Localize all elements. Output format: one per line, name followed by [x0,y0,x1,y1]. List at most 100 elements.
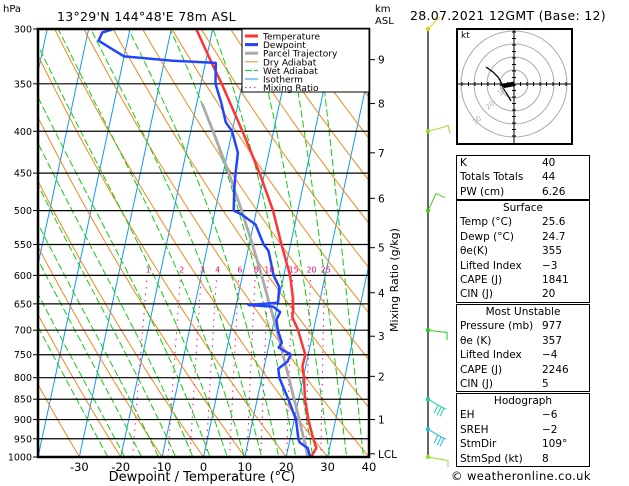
pressure-tick-label: 950 [14,434,32,445]
surface-box: Surface Temp (°C) 25.6 Dewp (°C) 24.7 θe(K) 35… [456,200,590,303]
indices-box: K 40 Totals Totals 44 PW (cm) 6.26 [456,155,590,201]
hodograph_stats-value: −6 [542,409,558,422]
legend-label: Temperature [262,33,320,43]
isotherm-line [38,29,90,267]
height-tick-label: 4 [378,288,385,300]
pressure-tick-label: 650 [14,299,32,310]
temperature-line [195,29,318,457]
mixing-ratio-label: 4 [215,265,220,274]
sounding-datetime: 28.07.2021 12GMT (Base: 12) [410,8,606,23]
mixing-ratio-label: 1 [146,265,151,274]
legend-label: Dry Adiabat [263,58,317,68]
surface-row: Lifted Index −3 [457,259,589,273]
indices-row: PW (cm) 6.26 [457,185,589,199]
temperature-tick-label: -20 [111,460,130,474]
pressure-tick-label: 500 [14,206,32,217]
hodograph_stats-row: StmSpd (kt) 8 [457,452,589,466]
most_unstable-row: θe (K) 357 [457,334,589,348]
hodograph_stats-label: EH [460,409,475,422]
dry-adiabat-line [38,54,287,457]
most_unstable-value: 5 [542,377,549,390]
surface-value: −3 [542,259,558,272]
indices-label: PW (cm) [460,185,505,198]
wind-barb [427,428,447,440]
surface-label: Dewp (°C) [460,230,514,243]
temperature-tick-label: -30 [70,460,89,474]
wind-level-dot [425,26,431,32]
pressure-tick-label: 850 [14,395,32,406]
surface-row: Temp (°C) 25.6 [457,215,589,229]
legend-label: Isotherm [263,76,303,86]
temperature-tick-label: 10 [238,460,253,474]
wet-adiabat-line [316,29,364,457]
wind-barb [427,192,446,211]
pressure-tick-label: 550 [14,240,32,251]
dry-adiabat-line [230,29,369,225]
most_unstable-value: −4 [542,349,558,362]
mixing-ratio-label: 20 [306,265,316,274]
surface-title: Surface [502,202,543,214]
mixing-ratio-label: 8 [254,265,259,274]
pressure-tick-label: 600 [14,271,32,282]
legend-box [241,28,370,93]
wet-adiabat-line [38,325,109,457]
isotherm-line [120,29,214,457]
height-unit-line1: km [375,4,391,15]
wind-barb-flag [436,407,442,416]
pressure-tick-label: 900 [14,415,32,426]
wind-barb-flag [439,408,445,417]
wet-adiabat-line [38,142,194,457]
hodograph-ring-label: 20 [484,100,496,112]
legend-label: Dewpoint [263,41,306,51]
wet-adiabat-line [38,258,143,457]
wind-level-dot [425,208,431,213]
mixing-ratio-line [167,275,182,457]
mixing-ratio-label: 6 [237,265,242,274]
most_unstable-row: Lifted Index −4 [457,348,589,362]
surface-row: Dewp (°C) 24.7 [457,230,589,244]
most_unstable-value: 2246 [542,363,569,376]
wind-level-dot [425,328,431,333]
height-unit-line2: ASL [375,16,394,27]
height-tick-label: 1 [378,415,385,427]
profile-series [97,29,318,457]
pressure-tick-label: 1000 [8,453,32,464]
isotherm-line [327,262,369,457]
height-tick-label: 2 [378,371,385,383]
mixing-ratio-label: 25 [321,265,331,274]
mixing-ratio-line [229,275,240,457]
most_unstable-label: CAPE (J) [460,363,503,376]
wet-adiabat-line [127,29,280,457]
hodograph_stats-value: 109° [542,438,568,451]
pressure-tick-label: 350 [14,79,32,90]
wind-barb [427,398,447,410]
hodograph-ring-label: 30 [471,115,483,127]
isotherm-line [0,5,11,475]
pressure-tick-label: 400 [14,127,32,138]
mixing-ratio-label: 10 [264,265,274,274]
wet-adiabat-line [38,222,160,457]
wet-adiabat-line [90,29,263,457]
most_unstable-label: θe (K) [460,334,492,347]
surface-value: 20 [542,288,556,301]
most_unstable-label: Lifted Index [460,349,522,362]
legend-label: Parcel Trajectory [263,50,338,60]
wet-adiabat-line [38,44,228,457]
surface-value: 24.7 [542,230,566,243]
hodograph-trace [485,66,512,102]
dry-adiabat-line [38,116,246,457]
indices-row: Totals Totals 44 [457,170,589,184]
dry-adiabat-line [83,29,369,457]
isotherm-line [38,29,131,457]
isotherm-line [368,454,369,457]
legend-label: Wet Adiabat [263,67,318,77]
surface-row: CIN (J) 20 [457,287,589,301]
temperature-tick-label: 30 [320,460,335,474]
most_unstable-row: CIN (J) 5 [457,377,589,391]
wind-barb-flag [436,437,442,446]
wind-level-dot [425,454,431,460]
plot-frame [36,27,371,459]
surface-label: Temp (°C) [460,216,513,229]
wind-level-dot [425,129,431,134]
surface-row: CAPE (J) 1841 [457,273,589,287]
